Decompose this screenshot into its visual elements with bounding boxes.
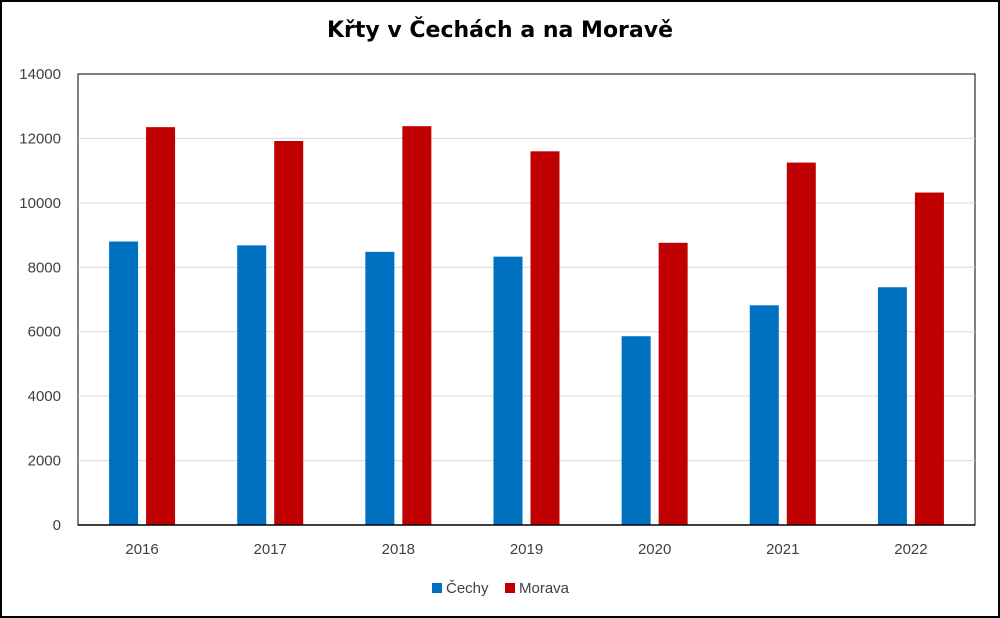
chart-title: Křty v Čechách a na Moravě (326, 18, 674, 43)
legend-label-čechy: Čechy (446, 580, 489, 597)
bar-morava-2017 (274, 141, 304, 525)
bar-morava-2020 (658, 242, 688, 525)
bar-čechy-2021 (749, 305, 779, 525)
y-tick-label: 10000 (19, 195, 61, 212)
bar-čechy-2022 (877, 287, 907, 525)
bar-morava-2018 (402, 126, 432, 526)
bars (109, 126, 944, 526)
y-tick-label: 0 (53, 517, 61, 534)
gridlines (78, 137, 975, 462)
x-tick-label: 2022 (894, 541, 927, 558)
y-tick-label: 4000 (28, 388, 61, 405)
bar-morava-2016 (146, 127, 176, 526)
legend-label-morava: Morava (519, 580, 570, 597)
bar-morava-2019 (530, 151, 560, 526)
bar-čechy-2017 (237, 245, 267, 525)
x-axis-ticks: 2016 2017 2018 2019 2020 2021 2022 (125, 541, 927, 558)
y-tick-label: 14000 (19, 66, 61, 83)
x-tick-label: 2021 (766, 541, 799, 558)
legend-swatch-čechy (432, 583, 442, 593)
bar-morava-2021 (786, 162, 816, 525)
bar-čechy-2020 (621, 336, 651, 525)
y-tick-label: 6000 (28, 324, 61, 341)
x-tick-label: 2020 (638, 541, 671, 558)
x-tick-label: 2019 (510, 541, 543, 558)
y-axis-ticks: 0 2000 4000 6000 8000 10000 12000 14000 (19, 66, 61, 534)
bar-morava-2022 (914, 192, 944, 525)
x-tick-label: 2016 (125, 541, 158, 558)
bar-čechy-2018 (365, 251, 395, 525)
bar-čechy-2019 (493, 256, 523, 525)
plot-area (77, 73, 976, 526)
legend-swatch-morava (505, 583, 515, 593)
y-tick-label: 2000 (28, 453, 61, 470)
y-tick-label: 12000 (19, 130, 61, 147)
legend: Čechy Morava (432, 580, 570, 597)
x-tick-label: 2017 (254, 541, 287, 558)
y-tick-label: 8000 (28, 259, 61, 276)
bar-čechy-2016 (109, 241, 139, 525)
x-tick-label: 2018 (382, 541, 415, 558)
